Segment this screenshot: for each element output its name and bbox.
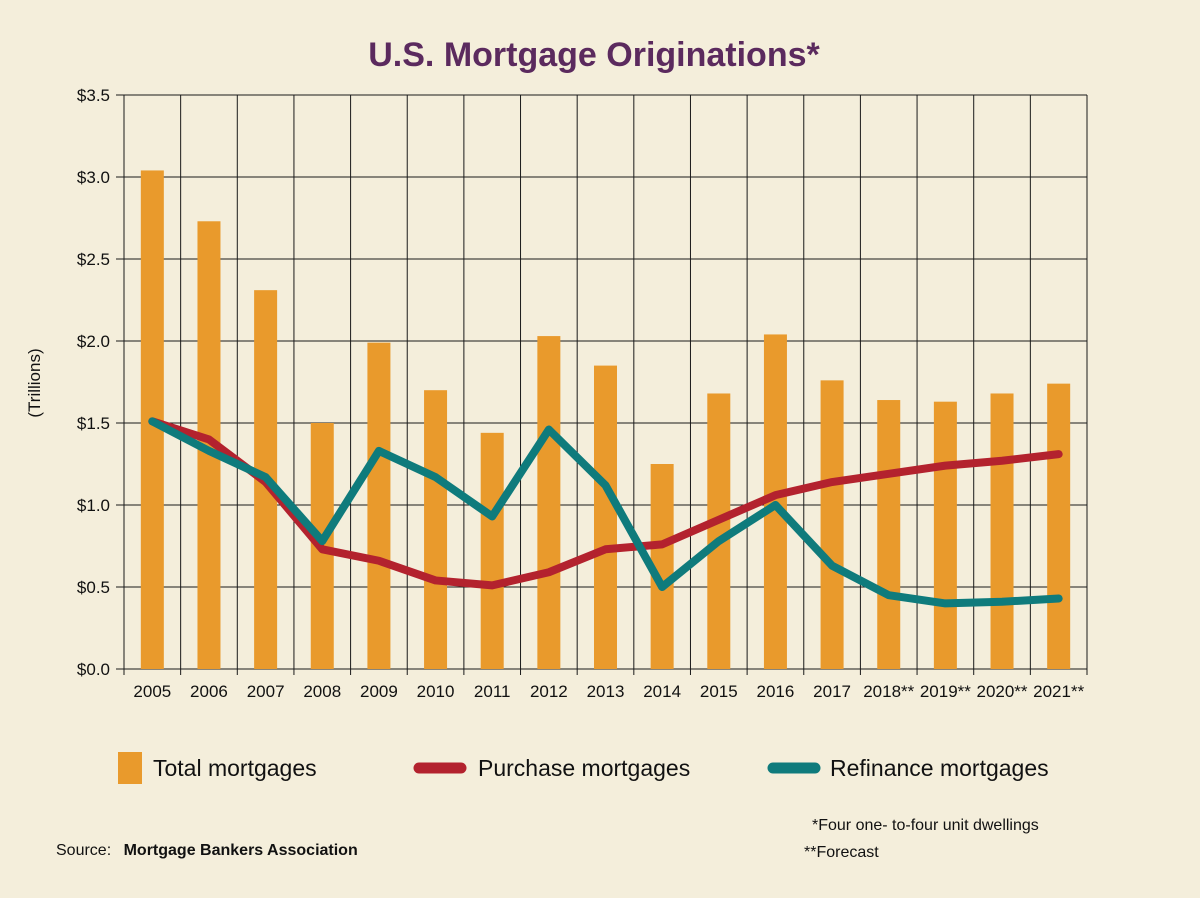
y-tick-label: $0.0 — [77, 660, 110, 679]
bar-total-mortgages — [537, 336, 561, 669]
bar-total-mortgages — [367, 342, 391, 669]
y-tick-label: $2.0 — [77, 332, 110, 351]
x-tick-label: 2019** — [920, 682, 971, 701]
footnote-four-unit: *Four one- to-four unit dwellings — [812, 817, 1039, 834]
bar-total-mortgages — [933, 401, 957, 669]
x-tick-label: 2014 — [643, 682, 681, 701]
source-label: Source: — [56, 842, 111, 859]
x-tick-label: 2011 — [474, 682, 511, 701]
y-tick-label: $3.5 — [77, 86, 110, 105]
x-tick-label: 2009 — [360, 682, 398, 701]
source-line: Source: Mortgage Bankers Association — [56, 842, 358, 859]
lines — [148, 417, 1063, 608]
legend-label-refinance: Refinance mortgages — [830, 755, 1049, 781]
x-tick-label: 2012 — [530, 682, 568, 701]
x-tick-label: 2018** — [863, 682, 914, 701]
x-tick-label: 2006 — [190, 682, 228, 701]
x-tick-label: 2020** — [976, 682, 1027, 701]
bar-total-mortgages — [650, 464, 674, 669]
legend-label-purchase: Purchase mortgages — [478, 755, 690, 781]
x-tick-labels: 2005 2006 2007 2008 2009 2010 2011 2012 2013 2014… — [133, 682, 1084, 701]
bar-total-mortgages — [877, 400, 901, 669]
y-tick-label: $0.5 — [77, 578, 110, 597]
bar-total-mortgages — [594, 365, 617, 669]
bar-total-mortgages — [990, 393, 1014, 669]
bar-total-mortgages — [707, 393, 731, 669]
x-tick-label: 2013 — [587, 682, 625, 701]
y-tick-label: $2.5 — [77, 250, 110, 269]
bars — [140, 170, 1071, 669]
chart-title: U.S. Mortgage Originations* — [368, 36, 820, 74]
y-tick-labels: $0.0 $0.5 $1.0 $1.5 $2.0 $2.5 $3.0 $3.5 — [77, 86, 110, 679]
bar-total-mortgages — [480, 432, 504, 669]
x-tick-label: 2010 — [417, 682, 455, 701]
x-tick-label: 2021** — [1033, 682, 1084, 701]
line-purchase-mortgages — [148, 417, 1063, 590]
y-tick-label: $3.0 — [77, 168, 110, 187]
x-tick-label: 2015 — [700, 682, 738, 701]
legend-label-total: Total mortgages — [153, 755, 317, 781]
y-tick-label: $1.0 — [77, 496, 110, 515]
x-tick-label: 2007 — [247, 682, 285, 701]
x-tick-label: 2008 — [303, 682, 341, 701]
source-name: Mortgage Bankers Association — [124, 842, 358, 859]
x-tick-label: 2017 — [813, 682, 851, 701]
x-tick-label: 2005 — [133, 682, 171, 701]
legend: Total mortgages Purchase mortgages Refin… — [118, 752, 1049, 784]
x-tick-label: 2016 — [757, 682, 795, 701]
footnote-forecast: **Forecast — [804, 844, 879, 861]
bar-total-mortgages — [1047, 383, 1071, 669]
y-axis-label: (Trillions) — [25, 348, 44, 417]
bar-total-mortgages — [820, 380, 844, 669]
bar-total-mortgages — [197, 221, 221, 669]
y-tick-label: $1.5 — [77, 414, 110, 433]
legend-swatch-total — [118, 752, 142, 784]
bar-total-mortgages — [424, 390, 448, 669]
line-refinance-mortgages — [148, 417, 1063, 608]
